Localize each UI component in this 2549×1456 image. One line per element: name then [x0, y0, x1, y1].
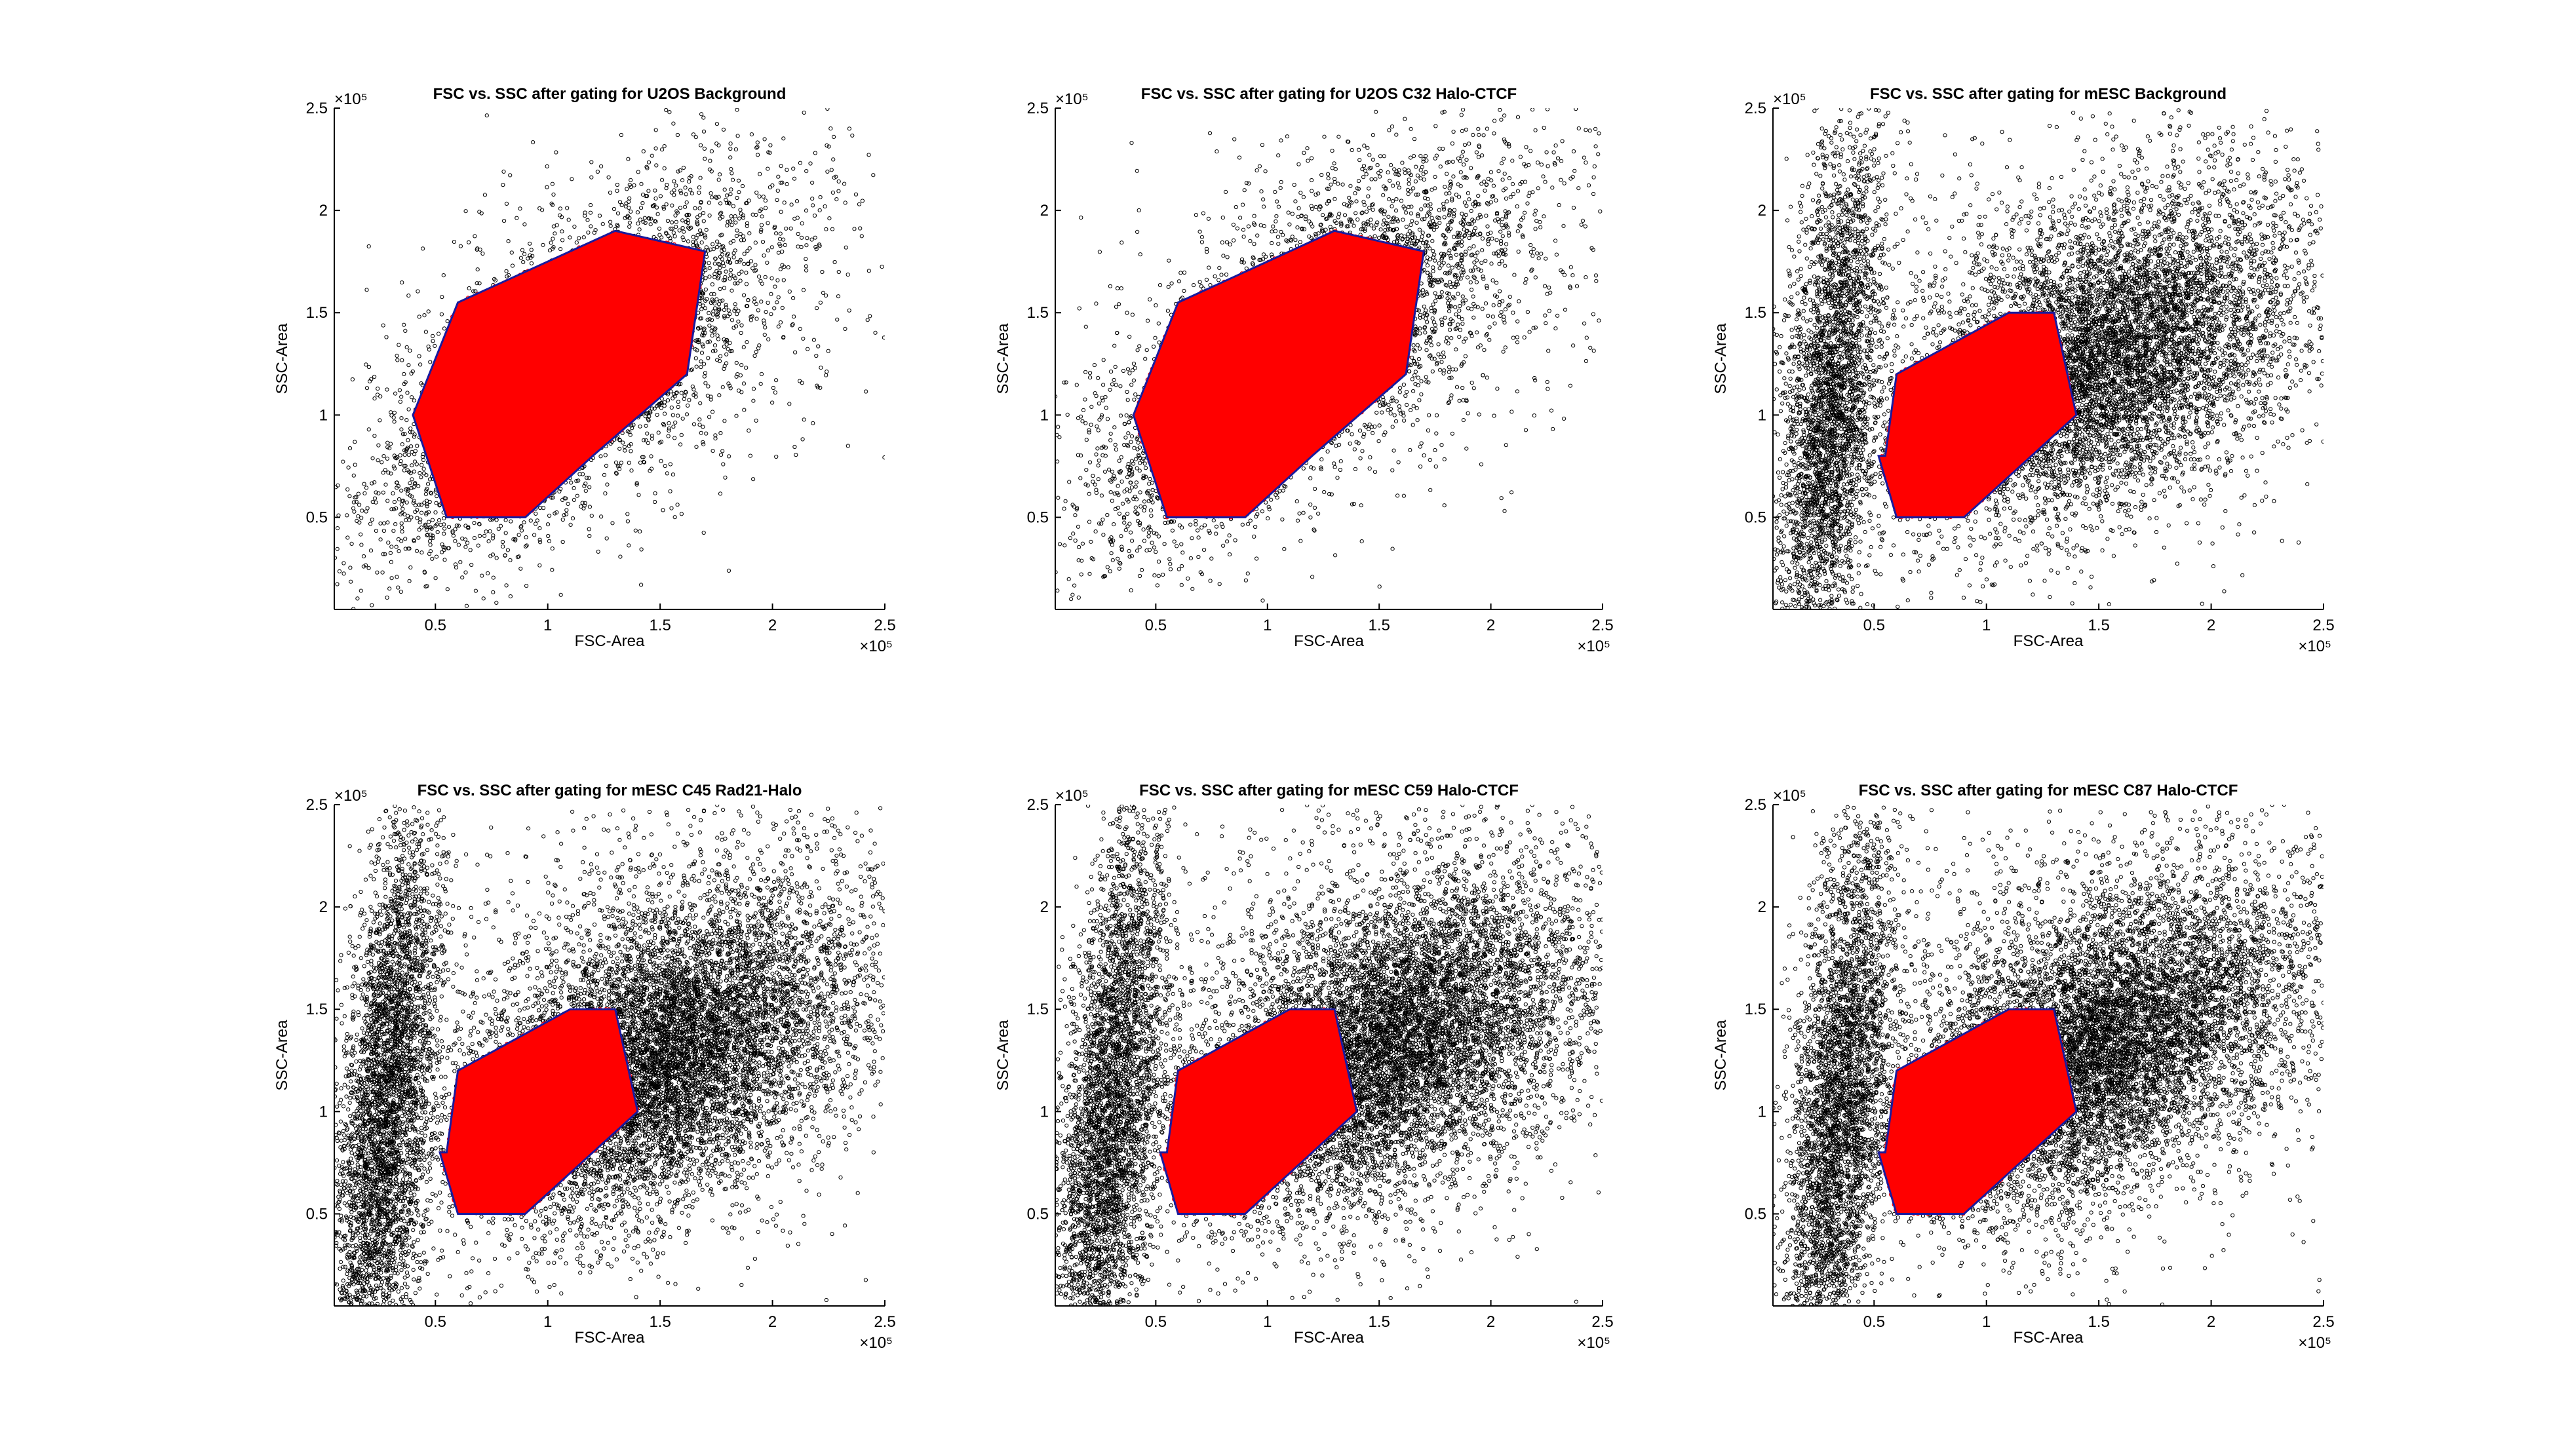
figure: 0.5 1 1.5 2 2.50.511.522.5×10⁵×10⁵FSC-AreaSS… [0, 0, 2549, 1456]
